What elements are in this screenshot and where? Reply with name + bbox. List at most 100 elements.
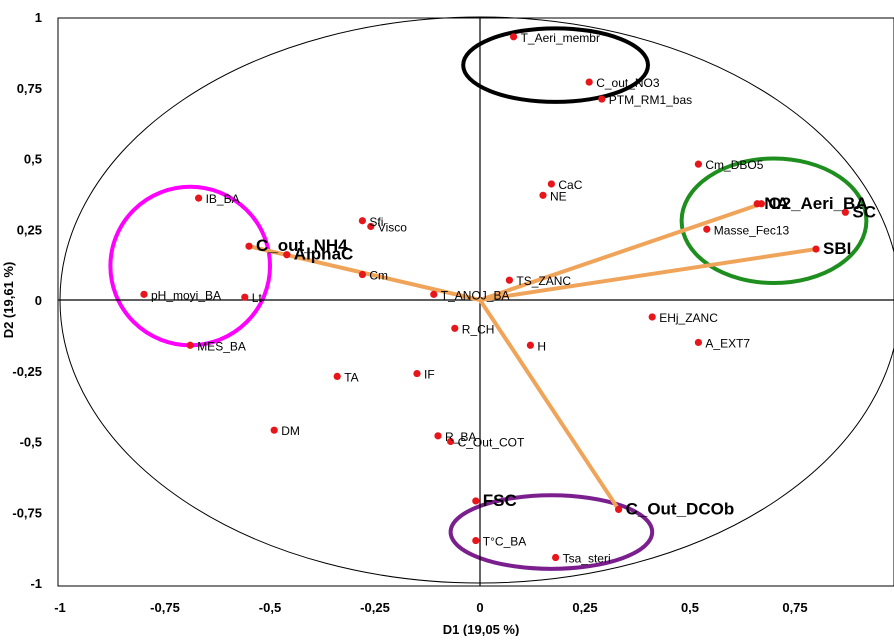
y-tick-label-0-5: -0,5	[20, 435, 42, 450]
point-label-alphac: AlphaC	[294, 245, 354, 264]
point-label-r-ch: R_CH	[462, 322, 495, 336]
point-masse-fec13	[703, 225, 711, 233]
point-ta	[333, 372, 341, 381]
point-h	[526, 341, 535, 349]
y-tick-label-1: -1	[30, 576, 42, 591]
y-tick-label-1: 1	[35, 10, 42, 25]
y-axis-title: D2 (19,61 %)	[1, 262, 16, 339]
point-label-ib-ba: IB_BA	[206, 192, 240, 206]
point-c-out-nh4	[245, 242, 253, 250]
point-ib-ba	[195, 194, 203, 202]
point-label-na: NA	[764, 194, 789, 213]
y-tick-label-0-5: 0,5	[24, 152, 42, 167]
group-ellipse-3	[108, 184, 272, 348]
point-label-ptm-rm1-bas: PTM_RM1_bas	[609, 93, 692, 107]
point-t-c-ba	[472, 536, 480, 545]
chart-ticks-layer: -1 -0,75 -0,5 -0,25 0 0,25 0,5 0,75 1 0,75 0,5 0,25…	[12, 10, 807, 615]
point-ts-zanc	[505, 276, 513, 284]
point-label-t-aeri-membr: T_Aeri_membr	[521, 31, 600, 45]
point-t-aeri-membr	[509, 33, 518, 41]
vector-c-out-dcob	[478, 298, 621, 512]
point-label-ehj-zanc: EHj_ZANC	[659, 311, 718, 325]
point-label-ne: NE	[550, 189, 567, 203]
point-label-tsa-steri: Tsa_steri	[563, 552, 611, 566]
point-mes-ba	[186, 341, 194, 349]
point-label-visco: Visco	[378, 220, 407, 234]
point-label-c-out-nh4: C_out_NH4	[256, 236, 348, 255]
point-label-c-out-cot: C_Out_COT	[458, 436, 525, 450]
point-tsa-steri	[552, 553, 560, 562]
point-lt	[241, 293, 249, 301]
point-label-cm-dbo5: Cm_DBO5	[705, 158, 763, 172]
point-a-ext7	[694, 338, 703, 347]
point-ptm-rm1-bas	[598, 95, 606, 103]
plot-frame	[57, 17, 894, 587]
point-label-c-out-no3: C_out_NO3	[596, 76, 660, 90]
point-label-lt: Lt	[252, 291, 263, 305]
point-r-ch	[451, 324, 459, 332]
point-label-sbi: SBI	[823, 239, 851, 258]
point-r-ba	[434, 432, 442, 440]
x-tick-label-1: -1	[54, 600, 66, 615]
point-label-sfi: Sfi	[369, 215, 383, 229]
point-label-t-anoj-ba: T_ANOJ_BA	[441, 288, 510, 302]
point-label-fsc: FSC	[483, 491, 517, 510]
point-label-dm: DM	[281, 424, 300, 438]
point-label-if: IF	[424, 368, 435, 382]
point-label-masse-fec13: Masse_Fec13	[714, 223, 790, 237]
point-label-r-ba: R_BA	[445, 430, 476, 444]
point-label-ph-moyi-ba: pH_moyi_BA	[151, 288, 221, 302]
group-ellipse-2	[679, 156, 869, 286]
point-alphac	[283, 251, 291, 259]
point-na	[753, 200, 761, 208]
vector-sbi	[478, 247, 818, 302]
point-label-sc: SC	[852, 202, 876, 221]
x-tick-label-0: 0	[476, 600, 483, 615]
point-ne	[539, 191, 547, 199]
vector-o2-aeri-ba	[478, 201, 764, 302]
point-visco	[367, 222, 375, 231]
point-label-mes-ba: MES_BA	[197, 339, 246, 353]
point-sfi	[358, 217, 366, 225]
y-tick-label-0-25: 0,25	[17, 222, 42, 237]
point-ehj-zanc	[648, 313, 656, 321]
x-tick-label-0-5: -0,5	[259, 600, 281, 615]
point-c-out-dcob	[615, 505, 623, 514]
x-tick-label-0-5: 0,5	[681, 600, 699, 615]
x-tick-label-0-75: -0,75	[150, 600, 180, 615]
x-tick-label-0-75: 0,75	[782, 600, 807, 615]
point-if	[413, 369, 421, 378]
x-axis-title: D1 (19,05 %)	[443, 622, 520, 636]
point-cm	[358, 270, 366, 279]
point-label-ts-zanc: TS_ZANC	[516, 274, 571, 288]
point-label-o2-aeri-ba: O2_Aeri_BA	[768, 194, 867, 213]
x-tick-label-0-25: 0,25	[572, 600, 597, 615]
point-cac	[547, 180, 556, 188]
chart-points-layer	[140, 33, 850, 562]
y-tick-label-0-25: -0,25	[12, 364, 42, 379]
y-tick-label-0-75: 0,75	[17, 81, 42, 96]
point-sbi	[812, 245, 820, 253]
y-tick-label-0: 0	[35, 293, 42, 308]
point-t-anoj-ba	[430, 290, 438, 298]
point-sc	[841, 208, 850, 216]
point-c-out-cot	[447, 437, 455, 446]
point-cm-dbo5	[694, 160, 703, 168]
point-label-a-ext7: A_EXT7	[705, 336, 750, 350]
point-fsc	[472, 497, 480, 505]
point-label-t-c-ba: T°C_BA	[483, 535, 526, 549]
point-ph-moyi-ba	[140, 290, 148, 298]
point-label-cm: Cm	[369, 269, 388, 283]
point-label-c-out-dcob: C_Out_DCOb	[626, 499, 735, 518]
point-c-out-no3	[585, 78, 593, 86]
y-tick-label-0-75: -0,75	[12, 505, 42, 520]
point-label-ta: TA	[344, 370, 358, 384]
point-label-h: H	[537, 339, 546, 353]
group-ellipse-1	[461, 26, 650, 104]
point-label-cac: CaC	[558, 178, 582, 192]
group-ellipse-4	[448, 493, 655, 571]
point-dm	[270, 426, 278, 434]
